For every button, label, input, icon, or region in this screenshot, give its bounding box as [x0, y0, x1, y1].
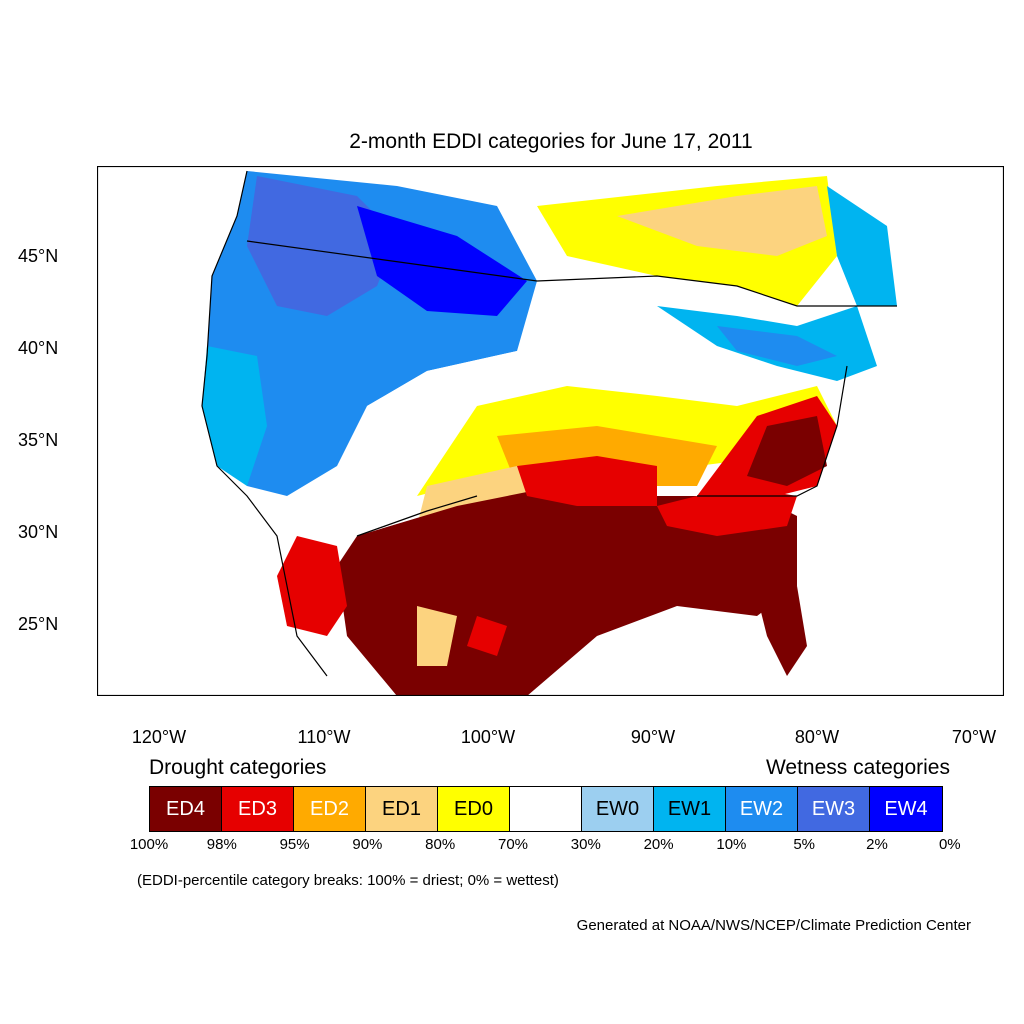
legend-tick-label: 70%: [497, 836, 529, 853]
legend-tick-label: 5%: [793, 836, 816, 853]
credit-line: Generated at NOAA/NWS/NCEP/Climate Predi…: [576, 917, 971, 934]
lon-label: 100°W: [460, 727, 516, 747]
legend-box-ed0: ED0: [438, 787, 510, 831]
lon-label: 90°W: [630, 727, 676, 747]
legend-tick-label: 90%: [352, 836, 383, 853]
legend-box-ew0: EW0: [582, 787, 654, 831]
category-legend: ED4 ED3 ED2 ED1 ED0 EW0 EW1 EW2 EW3 EW4: [149, 786, 943, 832]
map-shading: [202, 171, 897, 696]
lat-label: 45°N: [18, 246, 59, 266]
legend-box-ew4: EW4: [870, 787, 942, 831]
legend-tick-label: 10%: [716, 836, 747, 853]
legend-tick-label: 80%: [425, 836, 456, 853]
legend-tick-label: 100%: [129, 836, 169, 853]
lat-label: 25°N: [18, 614, 59, 634]
legend-box-ed2: ED2: [294, 787, 366, 831]
legend-box-ed3: ED3: [222, 787, 294, 831]
eddi-map: [97, 166, 1004, 696]
legend-box-ed1: ED1: [366, 787, 438, 831]
legend-tick-label: 2%: [866, 836, 888, 853]
legend-tick-label: 95%: [279, 836, 310, 853]
map-title: 2-month EDDI categories for June 17, 201…: [349, 130, 753, 153]
legend-tick-label: 98%: [206, 836, 237, 853]
legend-box-ew3: EW3: [798, 787, 870, 831]
legend-box-ed4: ED4: [150, 787, 222, 831]
legend-tick-label: 20%: [643, 836, 674, 853]
lon-label: 70°W: [951, 727, 997, 747]
drought-categories-label: Drought categories: [149, 756, 327, 779]
legend-box-ew2: EW2: [726, 787, 798, 831]
legend-tick-label: 0%: [938, 836, 961, 853]
legend-box-neutral: [510, 787, 582, 831]
lon-label: 120°W: [131, 727, 187, 747]
lat-label: 40°N: [18, 338, 59, 358]
legend-tick-label: 30%: [570, 836, 601, 853]
lat-label: 30°N: [18, 522, 59, 542]
legend-box-ew1: EW1: [654, 787, 726, 831]
lat-label: 35°N: [18, 430, 59, 450]
map-boundaries: [201, 170, 897, 677]
wetness-categories-label: Wetness categories: [765, 756, 950, 779]
lon-label: 110°W: [297, 727, 351, 747]
lon-label: 80°W: [794, 727, 840, 747]
category-breaks-note: (EDDI-percentile category breaks: 100% =…: [137, 872, 559, 889]
